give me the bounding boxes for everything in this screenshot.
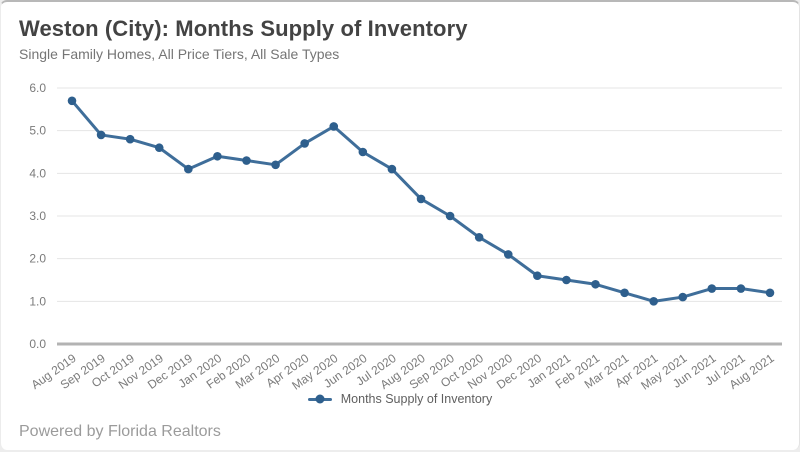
data-point[interactable] xyxy=(707,284,717,293)
y-tick-label: 5.0 xyxy=(29,124,46,138)
legend-label: Months Supply of Inventory xyxy=(340,392,493,406)
data-point[interactable] xyxy=(358,147,368,157)
data-point[interactable] xyxy=(562,275,571,285)
data-point[interactable] xyxy=(416,194,426,204)
data-point[interactable] xyxy=(184,164,193,174)
y-tick-label: 3.0 xyxy=(29,209,46,223)
data-point[interactable] xyxy=(242,156,251,165)
legend-dot-icon xyxy=(315,394,325,404)
data-point[interactable] xyxy=(503,250,513,259)
data-point[interactable] xyxy=(271,160,280,170)
data-point[interactable] xyxy=(67,96,77,106)
data-point[interactable] xyxy=(736,284,746,293)
data-point[interactable] xyxy=(154,143,164,153)
data-point[interactable] xyxy=(213,151,222,161)
data-point[interactable] xyxy=(591,279,600,289)
data-point[interactable] xyxy=(445,211,455,221)
data-point[interactable] xyxy=(678,292,688,302)
data-point[interactable] xyxy=(533,271,542,281)
y-tick-label: 0.0 xyxy=(29,337,46,351)
chart-subtitle: Single Family Homes, All Price Tiers, Al… xyxy=(19,46,340,63)
data-point[interactable] xyxy=(125,134,135,144)
chart-title: Weston (City): Months Supply of Inventor… xyxy=(19,16,468,41)
chart-header: Weston (City): Months Supply of Inventor… xyxy=(19,16,781,62)
y-tick-label: 1.0 xyxy=(29,294,46,308)
data-point[interactable] xyxy=(474,233,484,242)
y-tick-label: 2.0 xyxy=(29,252,46,266)
y-tick-label: 4.0 xyxy=(29,166,46,180)
data-point[interactable] xyxy=(649,297,658,306)
legend-line-marker-icon xyxy=(307,394,332,404)
data-point[interactable] xyxy=(300,139,309,148)
y-tick-label: 6.0 xyxy=(29,81,46,95)
data-point[interactable] xyxy=(620,288,629,298)
data-point[interactable] xyxy=(329,122,339,131)
data-point[interactable] xyxy=(765,288,775,298)
footer-attribution: Powered by Florida Realtors xyxy=(19,423,221,440)
legend[interactable]: Months Supply of Inventory xyxy=(1,392,799,406)
data-point[interactable] xyxy=(96,130,106,140)
data-point[interactable] xyxy=(387,164,397,174)
